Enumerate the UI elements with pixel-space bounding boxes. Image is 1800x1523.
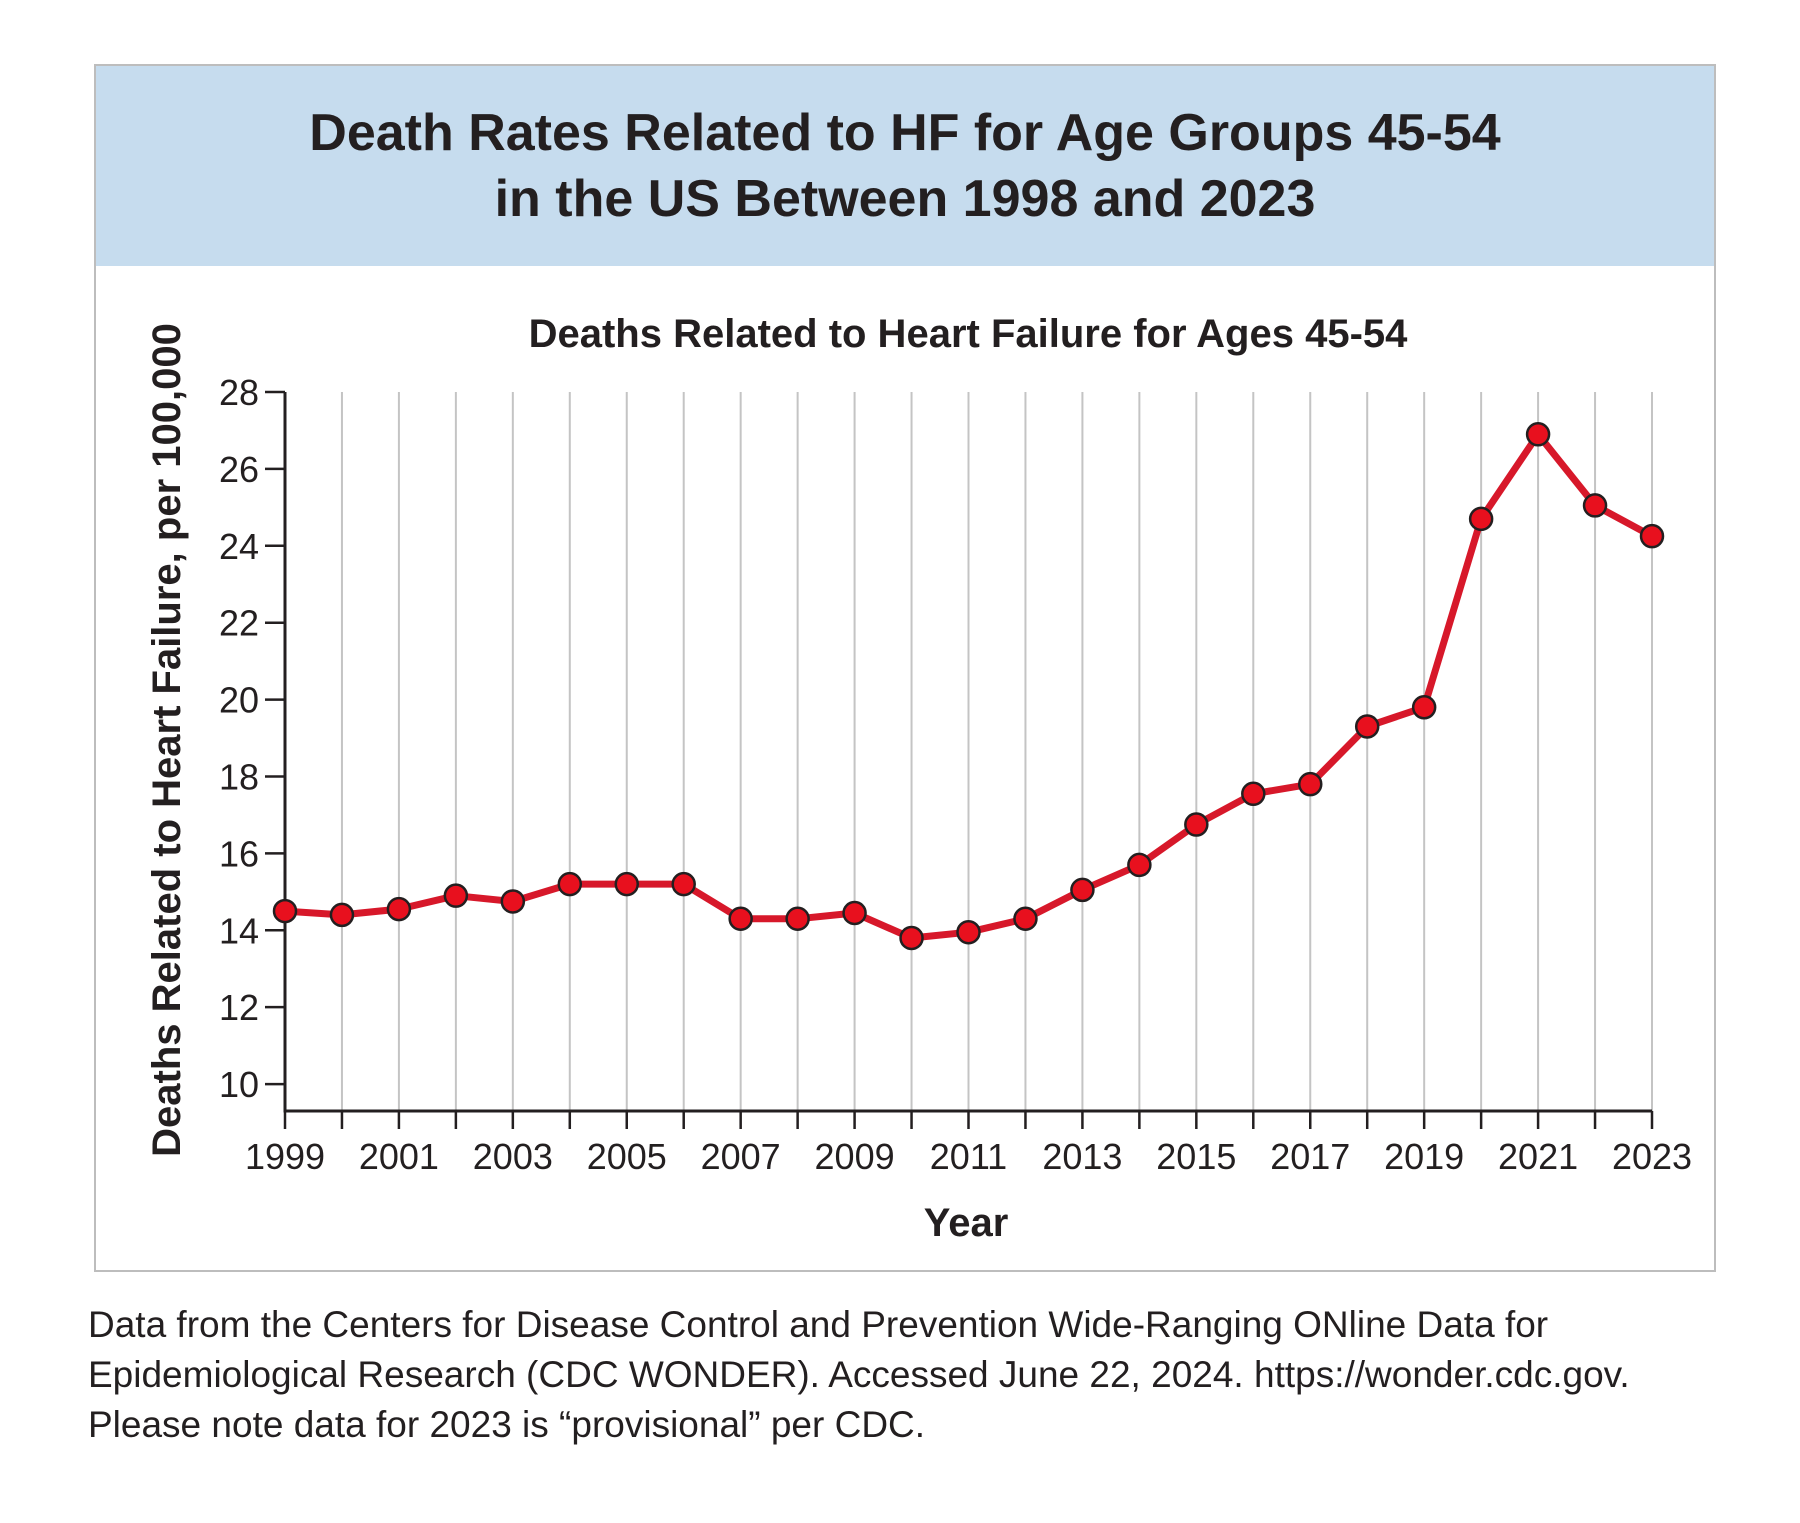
line-chart: Deaths Related to Heart Failure for Ages… bbox=[145, 312, 1692, 1245]
data-point bbox=[557, 871, 583, 897]
source-line-1: Data from the Centers for Disease Contro… bbox=[88, 1304, 1549, 1345]
title-banner: Death Rates Related to HF for Age Groups… bbox=[96, 66, 1714, 266]
y-tick-label: 10 bbox=[219, 1064, 259, 1105]
data-point bbox=[1411, 695, 1437, 720]
data-point bbox=[386, 896, 412, 922]
x-tick-label: 2001 bbox=[359, 1136, 439, 1177]
data-point bbox=[842, 900, 867, 926]
data-point bbox=[614, 871, 639, 897]
x-tick-label: 2011 bbox=[930, 1136, 1007, 1177]
data-point bbox=[272, 898, 298, 924]
source-line-3: Please note data for 2023 is “provisiona… bbox=[88, 1404, 926, 1445]
data-point bbox=[500, 889, 526, 914]
y-tick-label: 18 bbox=[219, 756, 259, 797]
x-tick-label: 2003 bbox=[473, 1136, 553, 1177]
figure-title-line1: Death Rates Related to HF for Age Groups… bbox=[309, 104, 1501, 162]
x-axis-ticks: 1999 2001 2003 2005 2007 2009 2011 2013 2015 2017… bbox=[245, 1111, 1692, 1177]
y-axis-label: Deaths Related to Heart Failure, per 100… bbox=[145, 323, 189, 1157]
y-tick-label: 22 bbox=[219, 603, 259, 644]
data-point bbox=[1639, 523, 1665, 549]
source-line-2: Epidemiological Research (CDC WONDER). A… bbox=[88, 1354, 1630, 1395]
data-point bbox=[1013, 906, 1038, 932]
y-axis-ticks: 10 12 14 16 18 20 22 24 26 28 bbox=[219, 372, 285, 1105]
x-tick-label: 2019 bbox=[1384, 1136, 1464, 1177]
x-tick-label: 2009 bbox=[815, 1136, 895, 1177]
data-point bbox=[1582, 493, 1608, 518]
data-point bbox=[1354, 714, 1380, 739]
figure-frame: Death Rates Related to HF for Age Groups… bbox=[94, 64, 1716, 1272]
data-point bbox=[785, 906, 810, 932]
x-tick-label: 2023 bbox=[1612, 1136, 1692, 1177]
y-tick-label: 14 bbox=[219, 910, 259, 951]
data-points bbox=[272, 422, 1665, 951]
data-point bbox=[728, 906, 753, 932]
data-point bbox=[1525, 422, 1551, 447]
x-tick-label: 2013 bbox=[1042, 1136, 1122, 1177]
data-point bbox=[329, 902, 355, 928]
data-point bbox=[956, 919, 981, 945]
data-point bbox=[1241, 781, 1266, 807]
x-tick-label: 2021 bbox=[1498, 1136, 1578, 1177]
y-tick-label: 12 bbox=[219, 987, 259, 1028]
data-point bbox=[1298, 771, 1323, 797]
y-tick-label: 26 bbox=[219, 449, 259, 490]
x-tick-label: 2007 bbox=[701, 1136, 781, 1177]
y-tick-label: 20 bbox=[219, 680, 259, 721]
figure-title-line2: in the US Between 1998 and 2023 bbox=[494, 170, 1316, 228]
y-tick-label: 16 bbox=[219, 833, 259, 874]
source-note: Data from the Centers for Disease Contro… bbox=[88, 1300, 1708, 1450]
data-point bbox=[1070, 877, 1095, 903]
grid-lines bbox=[340, 392, 1653, 1111]
data-point bbox=[1127, 852, 1152, 878]
x-tick-label: 2015 bbox=[1156, 1136, 1236, 1177]
x-tick-label: 2017 bbox=[1270, 1136, 1350, 1177]
data-point bbox=[1184, 812, 1209, 837]
x-tick-label: 1999 bbox=[245, 1136, 325, 1177]
y-tick-label: 24 bbox=[219, 526, 259, 567]
data-point bbox=[1468, 506, 1494, 532]
chart-title: Deaths Related to Heart Failure for Ages… bbox=[529, 312, 1409, 356]
x-axis-label: Year bbox=[924, 1201, 1009, 1245]
data-point bbox=[443, 883, 469, 908]
x-tick-label: 2005 bbox=[587, 1136, 667, 1177]
data-point bbox=[671, 871, 696, 897]
data-point bbox=[899, 925, 924, 951]
y-tick-label: 28 bbox=[219, 372, 259, 413]
